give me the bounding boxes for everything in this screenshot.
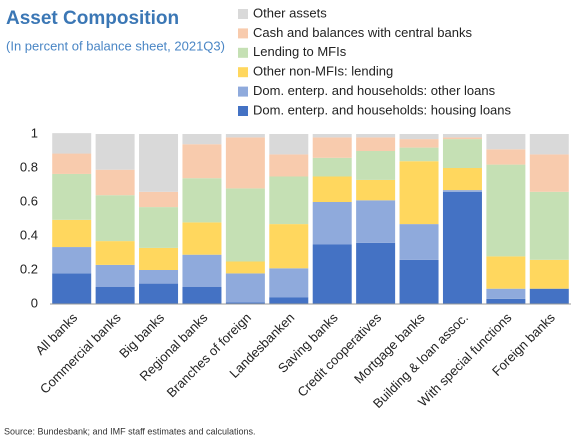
bar-segment xyxy=(312,244,352,304)
source-note: Source: Bundesbank; and IMF staff estima… xyxy=(4,426,255,436)
bar-segment xyxy=(269,154,309,177)
chart-title: Asset Composition xyxy=(6,8,179,29)
bar-segment xyxy=(356,200,396,243)
bar-segment xyxy=(356,179,396,201)
bar-segment xyxy=(182,134,222,145)
bar-segment xyxy=(269,134,309,155)
bar-segment xyxy=(139,270,179,284)
legend-label: Lending to MFIs xyxy=(253,44,347,59)
bar-segment xyxy=(356,134,396,138)
bar-segment xyxy=(139,191,179,208)
bar-segment xyxy=(442,137,482,140)
bar-segment xyxy=(442,191,482,304)
bar-segment xyxy=(399,147,439,162)
bar-segment xyxy=(269,268,309,298)
bar-segment xyxy=(312,176,352,202)
bar-segment xyxy=(312,202,352,245)
bar-segment xyxy=(399,259,439,304)
bar-segment xyxy=(182,144,222,179)
bar-segment xyxy=(52,247,92,274)
bar-segment xyxy=(486,256,526,289)
bar-segment xyxy=(442,139,482,168)
bar-segment xyxy=(399,161,439,225)
bar-segment xyxy=(529,134,569,155)
bar-segment xyxy=(52,133,92,154)
bar-segment xyxy=(442,134,482,138)
bar-segment xyxy=(442,168,482,191)
legend-label: Dom. enterp. and households: other loans xyxy=(253,83,496,98)
bar-segment xyxy=(486,288,526,299)
bar-segment xyxy=(52,173,92,220)
bar-segment xyxy=(52,153,92,174)
legend-swatch xyxy=(238,86,248,97)
legend-swatch xyxy=(238,28,248,39)
y-tick-label: 0.2 xyxy=(20,261,38,276)
bar-segment xyxy=(139,283,179,304)
bar-segment xyxy=(312,157,352,177)
bar-segment xyxy=(529,288,569,304)
bar-segment xyxy=(182,222,222,255)
bar-segment xyxy=(312,137,352,158)
bar-segment xyxy=(312,134,352,138)
bar-segment xyxy=(95,241,135,265)
bar-segment xyxy=(269,224,309,269)
bar-segment xyxy=(225,261,265,274)
legend-label: Dom. enterp. and households: housing loa… xyxy=(253,102,512,117)
y-tick-label: 0.4 xyxy=(20,227,38,242)
bar-segment xyxy=(52,219,92,248)
bar-segment xyxy=(139,134,179,192)
bar-segment xyxy=(486,134,526,150)
bar-segment xyxy=(486,298,526,304)
bar-segment xyxy=(182,287,222,304)
bar-segment xyxy=(529,259,569,289)
legend-swatch xyxy=(238,9,248,19)
bar-segment xyxy=(486,164,526,257)
legend-label: Other non-MFIs: lending xyxy=(253,64,393,79)
bar-segment xyxy=(225,273,265,303)
x-tick-label: Commercial banks xyxy=(37,310,124,397)
bar-segment xyxy=(356,151,396,180)
bar-segment xyxy=(399,224,439,260)
bar-segment xyxy=(356,137,396,151)
bar-segment xyxy=(139,247,179,270)
bar-segment xyxy=(182,178,222,223)
bar-segment xyxy=(52,273,92,304)
chart-subtitle: (In percent of balance sheet, 2021Q3) xyxy=(6,38,225,53)
legend-label: Other assets xyxy=(253,5,327,20)
bar-segment xyxy=(399,139,439,148)
legend-label: Cash and balances with central banks xyxy=(253,25,472,40)
bar-segment xyxy=(269,297,309,304)
y-tick-label: 1 xyxy=(31,125,38,140)
y-tick-label: 0.6 xyxy=(20,193,38,208)
y-tick-label: 0.8 xyxy=(20,159,38,174)
bar-segment xyxy=(529,191,569,260)
bar-segment xyxy=(95,195,135,242)
bar-segment xyxy=(356,242,396,304)
legend-swatch xyxy=(238,67,248,78)
y-tick-label: 0 xyxy=(31,295,38,310)
bar-segment xyxy=(225,137,265,189)
bar-segment xyxy=(139,207,179,248)
bar-segment xyxy=(486,149,526,165)
legend-swatch xyxy=(238,106,248,116)
bar-segment xyxy=(182,254,222,287)
bar-segment xyxy=(95,169,135,196)
bar-segment xyxy=(442,190,482,192)
bar-segment xyxy=(95,287,135,304)
bar-segment xyxy=(95,134,135,170)
bar-segment xyxy=(269,176,309,225)
bar-segment xyxy=(225,188,265,262)
legend-swatch xyxy=(238,47,248,58)
bar-segment xyxy=(529,154,569,192)
bar-segment xyxy=(225,302,265,304)
bar-segment xyxy=(225,134,265,138)
bar-segment xyxy=(399,134,439,140)
bar-segment xyxy=(95,264,135,287)
